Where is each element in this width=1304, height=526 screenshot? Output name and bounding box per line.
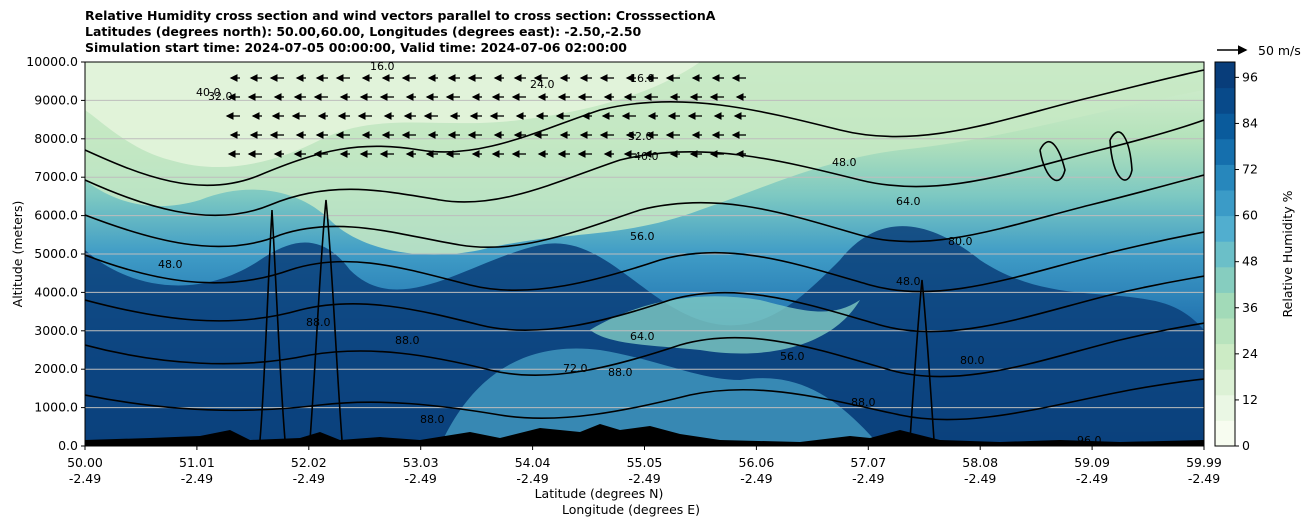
contour-lines: [85, 69, 1204, 441]
contour-label: 32.0: [208, 90, 233, 103]
contour-label: 80.0: [948, 235, 973, 248]
contour-label-group: 16.0 16.0 24.0 32.0 32.0 40.0 40.0 48.0 …: [158, 60, 1102, 447]
colorbar-segment: [1215, 266, 1235, 293]
colorbar-tick-label: 60: [1242, 208, 1258, 223]
contour-label: 48.0: [832, 156, 857, 169]
x-tick-label-lat: 58.08: [962, 455, 998, 470]
contour-label: 80.0: [960, 354, 985, 367]
contour-label: 16.0: [370, 60, 395, 73]
contour-label: 40.0: [634, 150, 659, 163]
x-tick-label-lat: 50.00: [67, 455, 103, 470]
colorbar-frame: [1214, 61, 1236, 447]
colorbar-tick-label: 72: [1242, 162, 1258, 177]
chart-title: Relative Humidity cross section and wind…: [85, 8, 715, 56]
y-tick-label: 0.0: [58, 438, 78, 453]
y-axis-label: Altitude (meters): [10, 201, 25, 308]
contour-label: 88.0: [608, 366, 633, 379]
colorbar-tick-label: 48: [1242, 254, 1258, 269]
quiver-key-label: 50 m/s: [1258, 43, 1301, 58]
contour-label: 48.0: [158, 258, 183, 271]
x-tick-label-lon: -2.49: [1076, 471, 1108, 486]
x-tick-label-lat: 57.07: [850, 455, 886, 470]
y-tick-label: 1000.0: [34, 400, 78, 415]
colorbar-segment: [1215, 87, 1235, 114]
x-axis-label-lon: Longitude (degrees E): [562, 502, 700, 517]
colorbar-segment: [1215, 190, 1235, 217]
colorbar-segment: [1215, 369, 1235, 396]
x-tick-label-lat: 51.01: [179, 455, 215, 470]
wind-vectors: [225, 74, 746, 158]
y-tick-label: 6000.0: [34, 208, 78, 223]
x-axis-label-lat: Latitude (degrees N): [535, 486, 664, 501]
colorbar-tick-label: 36: [1242, 300, 1258, 315]
colorbar-segment: [1215, 343, 1235, 370]
contour-label: 72.0: [563, 362, 588, 375]
contour-label: 40.0: [196, 86, 221, 99]
x-tick-label-lat: 53.03: [403, 455, 439, 470]
y-tick-label: 5000.0: [34, 246, 78, 261]
x-tick-label-lat: 54.04: [515, 455, 551, 470]
colorbar-segment: [1215, 241, 1235, 268]
y-tick-label: 9000.0: [34, 92, 78, 107]
contour-label: 96.0: [1077, 434, 1102, 447]
colorbar-segment: [1215, 62, 1235, 89]
x-tick-label-lon: -2.49: [628, 471, 660, 486]
title-line-1: Relative Humidity cross section and wind…: [85, 8, 716, 23]
x-tick-label-lat: 55.05: [627, 455, 663, 470]
contour-label: 88.0: [306, 316, 331, 329]
x-tick-label-lon: -2.49: [516, 471, 548, 486]
colorbar-segment: [1215, 164, 1235, 191]
x-tick-label-lon: -2.49: [852, 471, 884, 486]
title-line-3: Simulation start time: 2024-07-05 00:00:…: [85, 40, 627, 55]
contour-label: 32.0: [628, 130, 653, 143]
y-tick-label: 2000.0: [34, 361, 78, 376]
contour-label: 88.0: [851, 396, 876, 409]
contour-label: 88.0: [420, 413, 445, 426]
x-tick-label-lat: 56.06: [739, 455, 775, 470]
colorbar-segment: [1215, 138, 1235, 165]
colorbar-tick-label: 96: [1242, 69, 1258, 84]
x-tick-label-lat: 52.02: [291, 455, 327, 470]
x-tick-label-lon: -2.49: [293, 471, 325, 486]
colorbar: 0 12 24 36 48 60 72 84 96: [1214, 61, 1258, 453]
contour-label: 88.0: [395, 334, 420, 347]
contour-label: 64.0: [630, 330, 655, 343]
colorbar-segment: [1215, 420, 1235, 447]
colorbar-tick-label: 24: [1242, 346, 1258, 361]
x-tick-label-lon: -2.49: [69, 471, 101, 486]
y-tick-label: 10000.0: [26, 54, 78, 69]
x-tick-label-lon: -2.49: [181, 471, 213, 486]
x-axis: 50.00-2.4951.01-2.4952.02-2.4953.03-2.49…: [67, 446, 1222, 486]
contour-label: 56.0: [630, 230, 655, 243]
title-line-2: Latitudes (degrees north): 50.00,60.00, …: [85, 24, 642, 39]
colorbar-tick-label: 84: [1242, 115, 1258, 130]
x-tick-label-lat: 59.99: [1186, 455, 1222, 470]
contour-label: 56.0: [780, 350, 805, 363]
y-axis: 0.0 1000.0 2000.0 3000.0 4000.0 5000.0 6000.0 7…: [26, 54, 85, 453]
colorbar-label: Relative Humidity %: [1280, 190, 1295, 317]
colorbar-tick-label: 12: [1242, 392, 1258, 407]
contour-label: 48.0: [896, 275, 921, 288]
colorbar-segment: [1215, 394, 1235, 421]
x-tick-label-lon: -2.49: [740, 471, 772, 486]
y-tick-label: 8000.0: [34, 131, 78, 146]
colorbar-segment: [1215, 215, 1235, 242]
y-tick-label: 4000.0: [34, 284, 78, 299]
colorbar-segment: [1215, 318, 1235, 345]
colorbar-segment: [1215, 113, 1235, 140]
y-tick-label: 3000.0: [34, 323, 78, 338]
x-tick-label-lat: 59.09: [1074, 455, 1110, 470]
contour-label: 24.0: [530, 78, 555, 91]
x-tick-label-lon: -2.49: [1188, 471, 1220, 486]
x-tick-label-lon: -2.49: [405, 471, 437, 486]
colorbar-tick-label: 0: [1242, 438, 1250, 453]
y-tick-label: 7000.0: [34, 169, 78, 184]
colorbar-segment: [1215, 292, 1235, 319]
contour-label: 64.0: [896, 195, 921, 208]
x-tick-label-lon: -2.49: [964, 471, 996, 486]
